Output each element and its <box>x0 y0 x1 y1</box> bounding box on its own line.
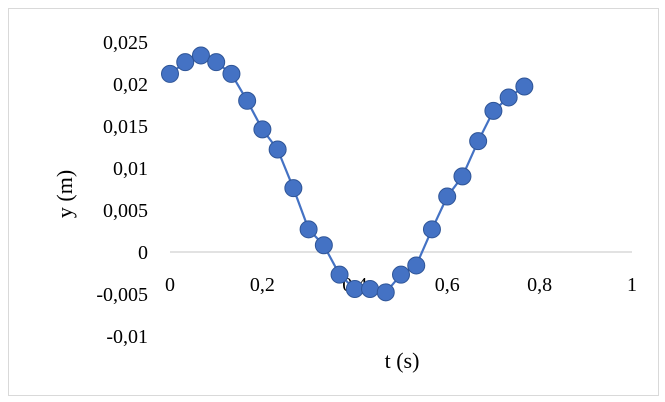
data-point <box>361 279 380 298</box>
data-point <box>268 140 287 159</box>
data-point <box>207 53 226 72</box>
y-tick-label: 0,005 <box>103 200 148 222</box>
data-point <box>238 91 257 110</box>
data-point <box>392 265 410 284</box>
x-tick-label: 1 <box>627 274 637 296</box>
data-point <box>299 220 318 239</box>
y-tick-label: 0,02 <box>113 74 148 96</box>
data-point <box>407 256 426 275</box>
y-tick-label: 0,01 <box>113 158 148 180</box>
data-point <box>484 101 503 120</box>
data-point <box>314 236 333 255</box>
data-point <box>253 120 272 139</box>
data-point <box>161 64 179 83</box>
x-tick-label: 0,2 <box>250 274 275 296</box>
x-tick-label: 0,6 <box>435 274 460 296</box>
x-tick-label: 0 <box>165 274 175 296</box>
data-point <box>422 220 441 239</box>
chart-frame <box>8 8 659 396</box>
data-point <box>515 77 534 96</box>
data-point <box>222 64 241 83</box>
x-tick-label: 0,8 <box>527 274 552 296</box>
data-point <box>176 53 195 72</box>
y-tick-label: 0,015 <box>103 116 148 138</box>
y-tick-label: -0,01 <box>106 326 148 348</box>
data-point <box>376 283 395 302</box>
data-point <box>284 179 303 198</box>
data-point <box>438 187 457 206</box>
data-point <box>499 88 518 107</box>
y-tick-label: 0 <box>138 242 148 264</box>
data-point <box>345 279 364 298</box>
series-line <box>169 54 526 294</box>
data-point <box>191 46 210 65</box>
data-point <box>330 265 349 284</box>
y-axis-title: y (m) <box>52 170 77 218</box>
data-point <box>469 132 488 151</box>
y-tick-label: -0,005 <box>96 284 148 306</box>
x-axis-title: t (s) <box>385 348 420 373</box>
data-point <box>453 167 472 186</box>
y-tick-label: 0,025 <box>103 32 148 54</box>
